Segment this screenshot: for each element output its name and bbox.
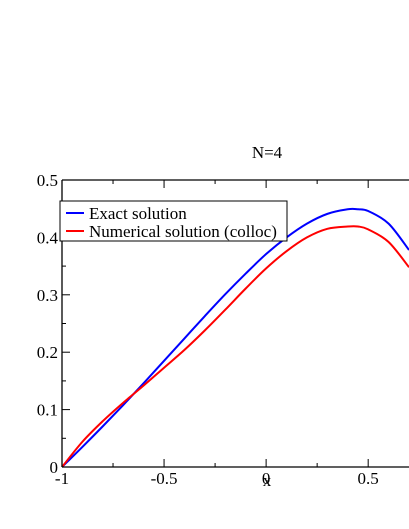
y-tick-label: 0.4 bbox=[37, 228, 59, 247]
y-tick-label: 0.5 bbox=[37, 171, 58, 190]
y-tick-label: 0.1 bbox=[37, 401, 58, 420]
y-tick-label: 0 bbox=[50, 458, 59, 477]
y-tick-label: 0.2 bbox=[37, 343, 58, 362]
legend-label-0: Exact solution bbox=[89, 204, 187, 223]
x-tick-label: 0.5 bbox=[358, 469, 379, 488]
x-tick-label: -1 bbox=[55, 469, 69, 488]
x-tick-label: -0.5 bbox=[151, 469, 178, 488]
series-line-1 bbox=[61, 225, 409, 468]
series-layer bbox=[61, 207, 409, 468]
series-line-0 bbox=[61, 207, 409, 468]
legend-box bbox=[59, 200, 288, 242]
x-tick-label: 0 bbox=[262, 469, 271, 488]
axes-layer: -1 -0.5 0 0.5 0 0.1 0.2 0.3 0.4 0.5 bbox=[37, 171, 409, 488]
y-tick-label: 0.3 bbox=[37, 286, 58, 305]
chart-title: N=4 bbox=[252, 143, 283, 162]
x-axis-label: x bbox=[263, 471, 272, 490]
legend-label-1: Numerical solution (colloc) bbox=[89, 222, 277, 241]
